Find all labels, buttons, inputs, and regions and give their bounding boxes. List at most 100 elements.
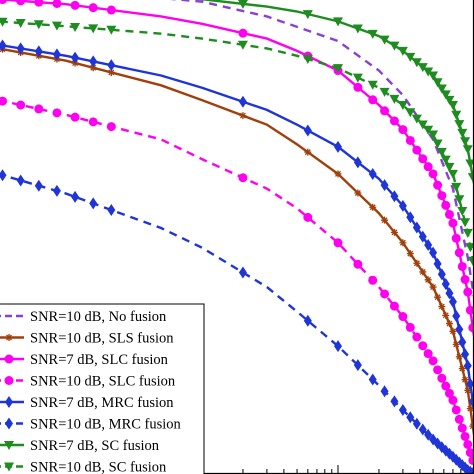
data-point: [466, 378, 474, 391]
data-point: [334, 340, 342, 353]
data-point: [238, 266, 247, 279]
data-point: [399, 239, 407, 247]
data-point: [428, 356, 438, 366]
data-point: [0, 169, 7, 182]
data-point: [398, 199, 407, 212]
data-point: [417, 63, 428, 73]
series-line: [170, 0, 474, 298]
data-point: [436, 147, 447, 157]
data-point: [379, 87, 390, 97]
data-point: [106, 25, 117, 35]
series-5: [0, 39, 474, 411]
data-point: [389, 301, 399, 311]
data-point: [368, 373, 377, 386]
data-point: [352, 24, 363, 34]
data-point: [405, 52, 416, 62]
data-point: [369, 203, 377, 211]
series-1: [170, 0, 474, 298]
data-point: [303, 212, 313, 222]
data-point: [390, 395, 399, 408]
data-point: [16, 0, 26, 6]
data-point: [33, 20, 44, 30]
data-point: [457, 128, 468, 138]
data-point: [106, 5, 116, 15]
series-4: [0, 96, 474, 465]
data-point: [448, 218, 458, 228]
data-point: [429, 283, 437, 291]
data-point: [379, 35, 390, 45]
data-point: [447, 101, 458, 110]
data-point: [445, 287, 454, 300]
legend-marker: [5, 417, 13, 430]
data-point: [424, 238, 433, 251]
legend: SNR=10 dB, No fusion SNR=10 dB, SLS fusio…: [0, 303, 205, 474]
data-point: [16, 42, 25, 55]
data-point: [406, 411, 415, 424]
data-point: [444, 162, 455, 172]
data-point: [406, 250, 414, 258]
data-point: [354, 189, 362, 197]
data-point: [423, 125, 434, 135]
data-point: [454, 414, 464, 424]
data-point: [70, 112, 80, 122]
legend-label: SNR=7 dB, SC fusion: [30, 438, 160, 454]
data-point: [88, 24, 99, 34]
data-point: [468, 455, 474, 465]
data-point: [239, 112, 247, 120]
data-point: [238, 28, 248, 38]
data-point: [353, 82, 363, 92]
data-point: [15, 19, 26, 28]
data-point: [463, 287, 473, 297]
data-point: [461, 348, 470, 361]
data-point: [51, 21, 62, 31]
data-point: [70, 22, 81, 32]
data-point: [418, 341, 428, 351]
data-point: [423, 67, 434, 77]
data-point: [438, 303, 446, 311]
data-point: [441, 381, 451, 391]
data-point: [238, 0, 248, 9]
data-point: [451, 405, 461, 415]
data-point: [381, 216, 389, 224]
data-point: [464, 386, 472, 394]
data-point: [389, 41, 400, 51]
data-point: [437, 191, 447, 201]
data-point: [428, 169, 438, 179]
data-point: [452, 309, 461, 322]
legend-label: SNR=7 dB, SLC fusion: [30, 352, 169, 368]
legend-label: SNR=10 dB, MRC fusion: [30, 417, 182, 433]
data-point: [406, 211, 415, 224]
data-point: [353, 259, 363, 269]
data-point: [462, 145, 473, 155]
data-point: [432, 78, 443, 88]
data-point: [441, 200, 451, 210]
data-point: [34, 0, 44, 7]
data-point: [411, 114, 422, 124]
data-point: [34, 104, 44, 114]
data-point: [418, 154, 428, 164]
data-point: [444, 388, 454, 398]
data-point: [467, 173, 474, 183]
data-point: [434, 293, 442, 301]
data-point: [71, 190, 80, 203]
legend-marker: [5, 396, 13, 408]
data-point: [398, 312, 408, 322]
data-point: [465, 448, 474, 458]
data-point: [457, 423, 467, 433]
data-point: [458, 364, 466, 372]
data-point: [389, 94, 400, 104]
data-point: [465, 305, 474, 315]
data-point: [468, 323, 474, 333]
data-point: [451, 110, 462, 120]
data-point: [380, 385, 389, 398]
data-point: [89, 197, 98, 210]
data-point: [451, 233, 461, 243]
data-point: [440, 155, 451, 165]
data-point: [419, 268, 427, 276]
data-point: [397, 46, 408, 56]
data-point: [405, 135, 415, 145]
data-point: [418, 423, 427, 436]
data-point: [468, 467, 474, 474]
data-point: [429, 246, 438, 259]
